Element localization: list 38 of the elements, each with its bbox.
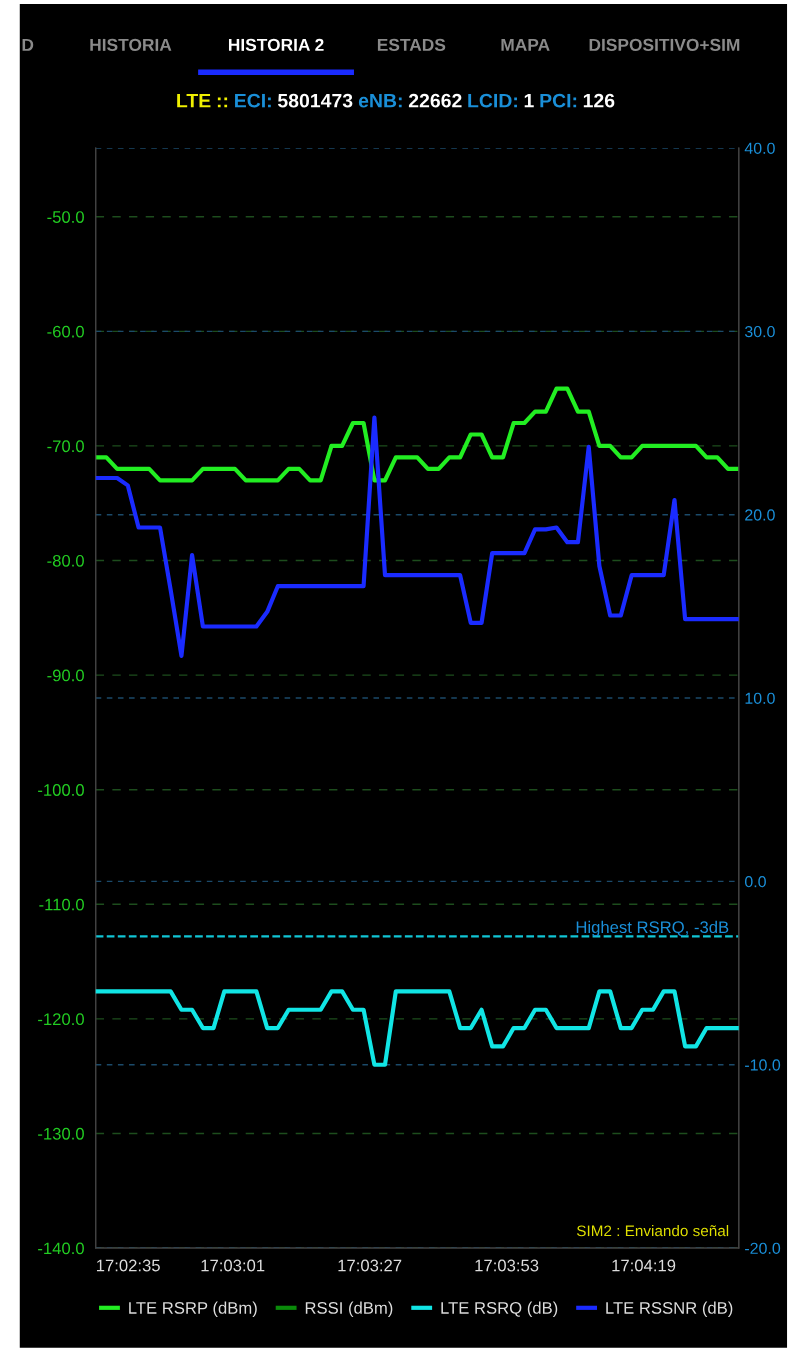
y-tick-label: -120.0 [38, 1013, 84, 1026]
text: D [22, 38, 34, 51]
y-tick-label: -140.0 [38, 1242, 84, 1255]
line-series [95, 386, 739, 483]
x-tick-label: 17:03:53 [475, 1259, 539, 1272]
legend-label: LTE RSRQ (dB) [441, 1301, 558, 1318]
chart-title: LTE :: ECI: 5801473 eNB: 22662 LCID: 1 PCI: 126 [177, 93, 615, 108]
legend-label: LTE RSRP (dBm) [129, 1301, 257, 1318]
text: HISTORIA 2 [228, 38, 324, 52]
y-tick-label: -100.0 [38, 784, 84, 796]
y-tick-label: -50.0 [47, 211, 84, 223]
ref-line-label: Highest RSRQ, -3dB [576, 920, 729, 937]
x-tick-label: 17:04:19 [612, 1259, 676, 1272]
text: ESTADS [377, 38, 446, 52]
y-tick-label: -80.0 [47, 554, 84, 567]
y-tick-label: -70.0 [47, 440, 84, 453]
y2-tick-label: 0.0 [744, 876, 766, 888]
x-tick-label: 17:03:27 [338, 1259, 402, 1272]
y2-tick-label: 40.0 [744, 142, 775, 154]
y-tick-label: -60.0 [47, 325, 84, 338]
y2-tick-label: 10.0 [745, 692, 775, 704]
y2-tick-label: -20.0 [745, 1242, 781, 1254]
y-tick-label: -110.0 [39, 898, 84, 911]
text: DISPOSITIVO+SIM [589, 38, 740, 52]
annotation: SIM2 : Enviando señal [576, 1225, 729, 1237]
y2-tick-label: 30.0 [744, 325, 775, 338]
line-series [95, 415, 739, 658]
y-tick-label: -90.0 [47, 669, 84, 682]
x-tick-label: 17:02:35 [96, 1259, 160, 1272]
text: MAPA [501, 38, 550, 51]
x-tick-label: 17:03:01 [201, 1259, 265, 1272]
legend-label: RSSI (dBm) [305, 1301, 393, 1318]
line-series [95, 989, 739, 1067]
y2-tick-label: -10.0 [745, 1059, 781, 1071]
text: HISTORIA [90, 38, 172, 52]
y-tick-label: -130.0 [38, 1127, 84, 1140]
legend-label: LTE RSSNR (dB) [606, 1301, 733, 1318]
y2-tick-label: 20.0 [745, 509, 775, 521]
